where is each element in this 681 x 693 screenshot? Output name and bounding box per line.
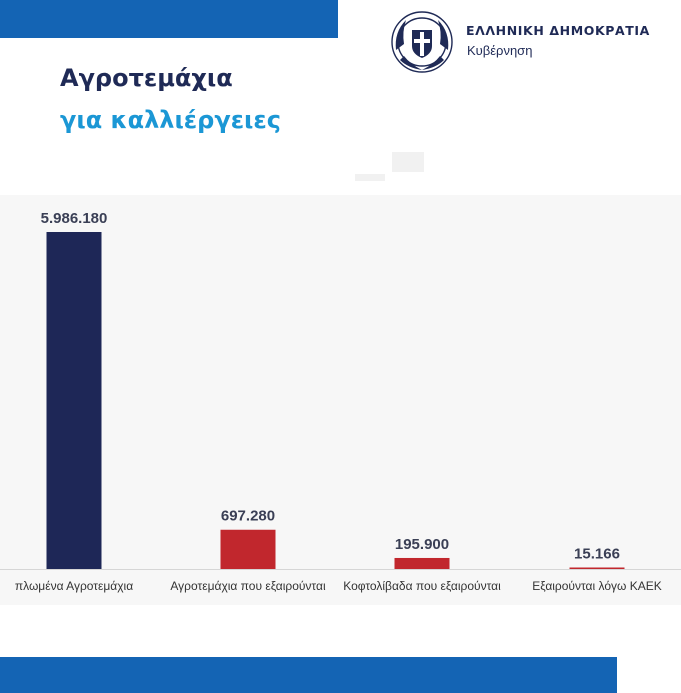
bar: [46, 232, 102, 569]
category-label: Κοφτολίβαδα που εξαιρούνται: [343, 579, 501, 593]
bar: [569, 567, 625, 569]
greek-coat-of-arms-icon: [391, 11, 453, 73]
bar-chart: 5.986.180 πλωμένα Αγροτεμάχια 697.280 Αγροτ…: [0, 210, 681, 593]
bar: [220, 529, 276, 569]
category-label: πλωμένα Αγροτεμάχια: [15, 579, 133, 593]
data-label: 15.166: [574, 546, 620, 563]
bottom-accent-bar: [0, 657, 617, 693]
government-brand: ΕΛΛΗΝΙΚΗ ΔΗΜΟΚΡΑΤΙΑ Κυβέρνηση: [390, 10, 675, 74]
page-title: Αγροτεμάχια: [60, 64, 233, 92]
top-accent-bar: [0, 0, 338, 38]
government-name: ΕΛΛΗΝΙΚΗ ΔΗΜΟΚΡΑΤΙΑ: [466, 23, 650, 38]
faded-mark: [392, 152, 424, 172]
faded-mark: [355, 174, 385, 181]
data-label: 5.986.180: [41, 210, 108, 227]
government-subtitle: Κυβέρνηση: [467, 43, 533, 58]
page-subtitle: για καλλιέργειες: [60, 106, 281, 134]
data-label: 195.900: [395, 536, 449, 553]
chart-panel: 5.986.180 πλωμένα Αγροτεμάχια 697.280 Αγροτ…: [0, 195, 681, 605]
category-label: Αγροτεμάχια που εξαιρούνται: [170, 579, 326, 593]
bar: [394, 557, 450, 569]
category-label: Εξαιρούνται λόγω ΚΑΕΚ: [532, 579, 661, 593]
data-label: 697.280: [221, 508, 275, 525]
